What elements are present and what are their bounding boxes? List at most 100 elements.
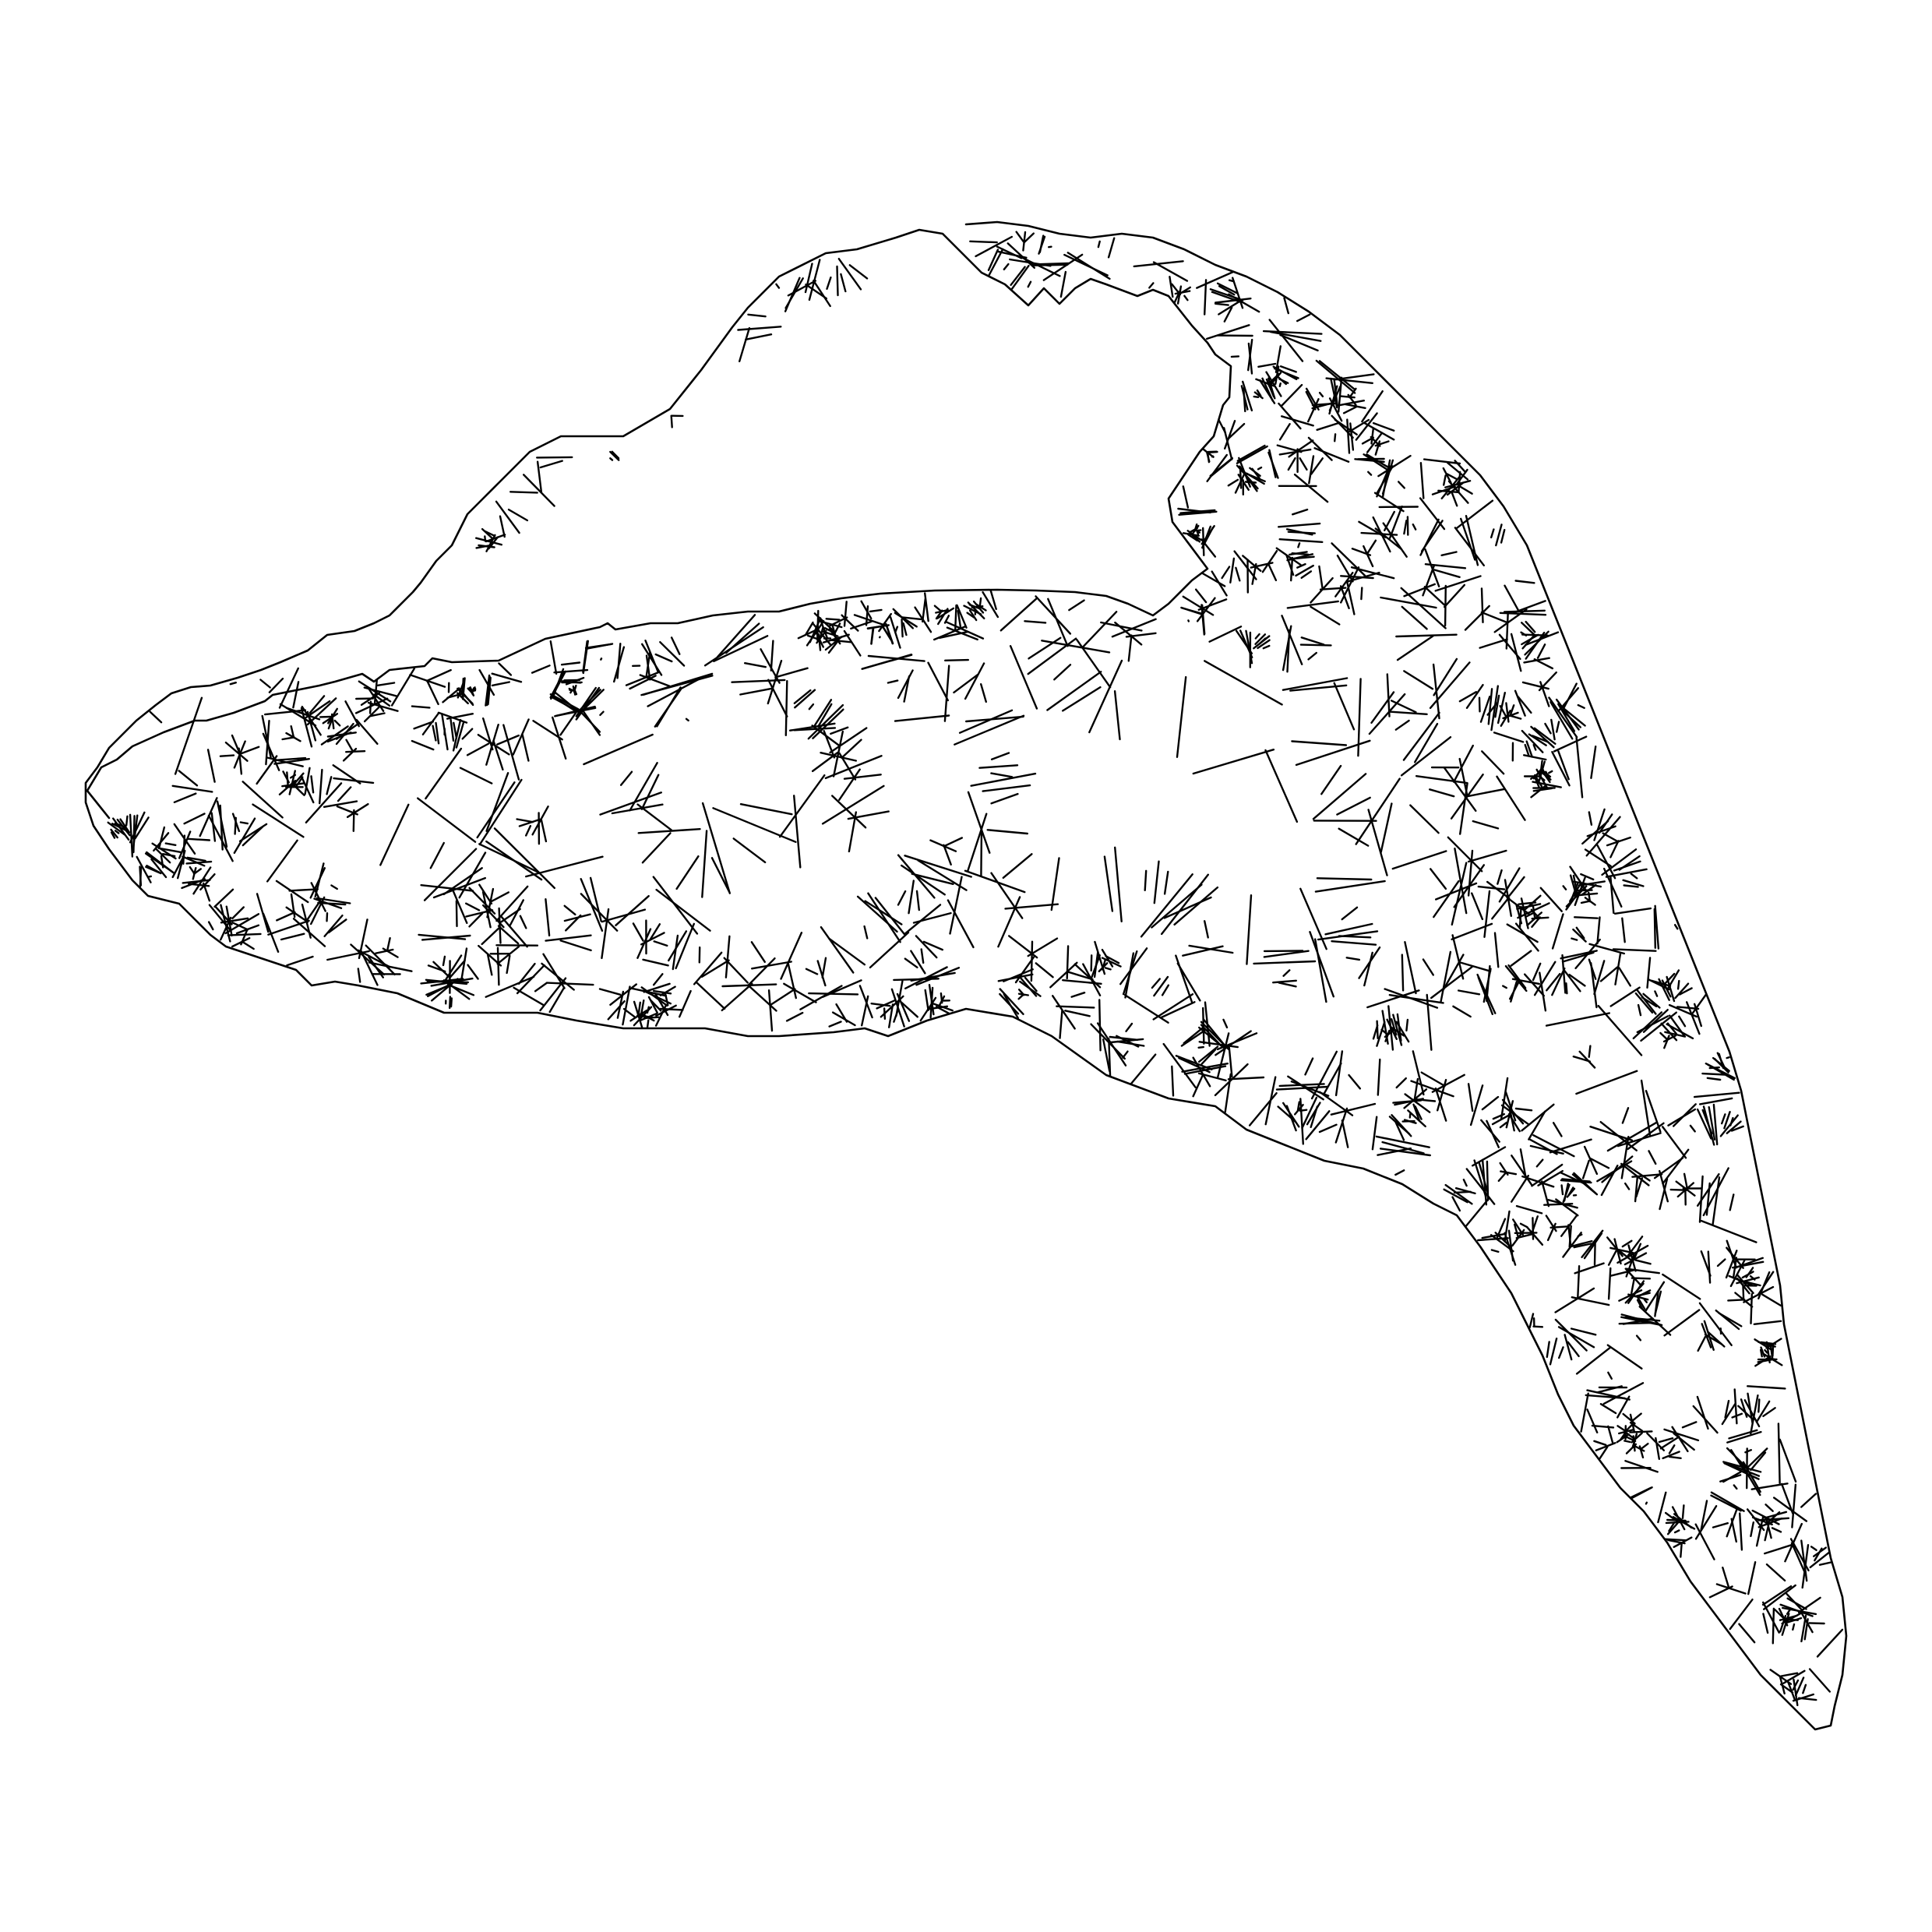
- cell-edge: [442, 867, 483, 896]
- cell-edge: [274, 756, 307, 761]
- cell-edge: [1480, 587, 1484, 623]
- cell-edge: [1268, 449, 1277, 478]
- cell-edge: [1561, 1178, 1591, 1183]
- cell-edge: [532, 720, 563, 741]
- cell-edge: [1637, 1296, 1646, 1310]
- cell-edge: [1565, 982, 1568, 995]
- cell-edge: [1744, 1449, 1753, 1454]
- cell-edge: [1571, 1239, 1593, 1248]
- cell-edge: [1564, 1334, 1573, 1361]
- cell-edge: [1479, 695, 1491, 723]
- cell-edge: [1035, 595, 1072, 635]
- cell-edge: [1523, 973, 1546, 997]
- cell-edge: [813, 612, 835, 633]
- cell-edge: [1618, 967, 1632, 987]
- cell-edge: [518, 818, 541, 827]
- cell-edge: [843, 629, 862, 657]
- cell-edge: [231, 936, 251, 948]
- cell-edge: [1355, 412, 1378, 441]
- cell-edge: [653, 940, 668, 947]
- cell-edge: [1500, 1077, 1509, 1120]
- cell-edge: [1662, 972, 1676, 986]
- cell-edge: [1293, 474, 1329, 503]
- cell-edge: [1178, 510, 1218, 516]
- cell-edge: [1130, 1053, 1157, 1085]
- cell-edge: [1328, 385, 1341, 411]
- cell-edge: [1444, 1183, 1473, 1205]
- cell-edge: [1405, 1018, 1409, 1032]
- cell-edge: [644, 640, 659, 673]
- cell-edge: [1261, 550, 1278, 573]
- cell-edge: [1467, 849, 1507, 863]
- cell-edge: [1522, 754, 1547, 761]
- cell-edge: [563, 913, 591, 922]
- cell-edge: [1658, 1169, 1669, 1203]
- cell-edge: [770, 988, 796, 1006]
- cell-edge: [300, 775, 315, 804]
- cell-edge: [1313, 447, 1350, 463]
- cell-edge: [843, 601, 848, 627]
- cell-edge: [1339, 575, 1374, 580]
- cell-edge: [1504, 1091, 1517, 1122]
- cell-edge: [1680, 1543, 1683, 1558]
- cell-edge: [1262, 330, 1323, 335]
- cell-edge: [914, 606, 933, 633]
- cell-edge: [1404, 1093, 1431, 1113]
- cell-edge: [1715, 1583, 1747, 1595]
- cell-edge: [1464, 605, 1490, 631]
- cell-edge: [1761, 1585, 1793, 1606]
- cell-edge: [659, 641, 686, 667]
- cell-edge: [1108, 1038, 1112, 1078]
- cell-edge: [1127, 634, 1133, 662]
- cell-edge: [1318, 1123, 1338, 1133]
- cell-edge: [1502, 711, 1519, 720]
- cell-edge: [1339, 585, 1350, 609]
- cell-edge: [655, 888, 711, 932]
- cell-edge: [1377, 1147, 1412, 1156]
- cell-edge: [1201, 572, 1226, 587]
- cell-edge: [1633, 1243, 1642, 1260]
- cell-edge: [675, 922, 695, 970]
- cell-edge: [477, 734, 510, 756]
- cell-edge: [640, 675, 714, 696]
- cell-edge: [986, 829, 1029, 835]
- cell-edge: [1019, 980, 1042, 997]
- cell-edge: [1746, 1385, 1786, 1390]
- cell-edge: [242, 781, 284, 819]
- cell-edge: [701, 830, 708, 898]
- cell-edge: [1513, 1223, 1519, 1238]
- mesh-edges: [84, 220, 1848, 1731]
- cell-edge: [1392, 1014, 1403, 1046]
- cell-edge: [1125, 1022, 1133, 1033]
- cell-edge: [646, 1006, 650, 1014]
- cell-edge: [437, 711, 468, 724]
- cell-edge: [1333, 433, 1337, 442]
- cell-edge: [1207, 450, 1218, 454]
- cell-edge: [1624, 1316, 1661, 1322]
- cell-edge: [1430, 966, 1473, 999]
- cell-edge: [1093, 950, 1099, 978]
- cell-edge: [1444, 480, 1472, 488]
- cell-edge: [1532, 1133, 1575, 1158]
- cell-edge: [491, 672, 523, 683]
- cell-edge: [1555, 1198, 1579, 1217]
- cell-edge: [452, 718, 462, 752]
- cell-edge: [1053, 664, 1072, 681]
- cell-edge: [1683, 1172, 1688, 1189]
- cell-edge: [1027, 937, 1059, 957]
- cell-edge: [990, 872, 1024, 919]
- cell-edge: [1705, 1062, 1736, 1080]
- cell-edge: [808, 703, 815, 710]
- cell-edge: [1703, 1320, 1715, 1352]
- cell-edge: [793, 727, 837, 732]
- cell-edge: [488, 536, 499, 550]
- cell-edge: [1300, 570, 1313, 579]
- cell-edge: [1540, 777, 1546, 781]
- cell-edge: [164, 842, 177, 847]
- cell-edge: [654, 653, 673, 663]
- cell-edge: [1291, 552, 1310, 555]
- cell-edge: [1478, 696, 1481, 713]
- cell-edge: [1183, 1027, 1204, 1045]
- cell-edge: [1123, 993, 1169, 1024]
- cell-edge: [1571, 937, 1578, 941]
